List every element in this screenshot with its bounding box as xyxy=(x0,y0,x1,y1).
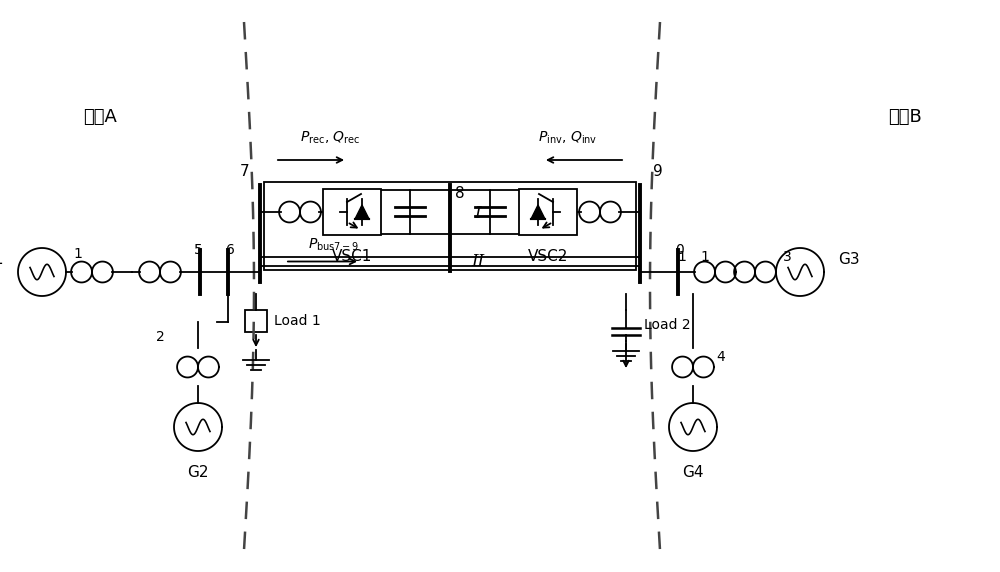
Bar xyxy=(264,182,636,270)
Text: $P_\mathrm{inv}$, $Q_\mathrm{inv}$: $P_\mathrm{inv}$, $Q_\mathrm{inv}$ xyxy=(538,130,597,146)
Text: G2: G2 xyxy=(187,465,209,480)
Text: 6: 6 xyxy=(226,243,234,257)
Text: 区域B: 区域B xyxy=(888,108,922,126)
Text: VSC2: VSC2 xyxy=(528,249,568,264)
Text: Load 2: Load 2 xyxy=(644,318,691,332)
Polygon shape xyxy=(531,205,545,219)
Text: G4: G4 xyxy=(682,465,704,480)
Text: $P_\mathrm{rec}$, $Q_\mathrm{rec}$: $P_\mathrm{rec}$, $Q_\mathrm{rec}$ xyxy=(300,130,361,146)
Polygon shape xyxy=(355,205,369,219)
Text: I: I xyxy=(475,205,481,223)
Text: 区域A: 区域A xyxy=(83,108,117,126)
Text: G1: G1 xyxy=(0,252,4,268)
Text: 1: 1 xyxy=(74,247,82,261)
Text: 4: 4 xyxy=(717,350,725,364)
Text: 1: 1 xyxy=(678,250,686,264)
Text: G3: G3 xyxy=(838,252,860,268)
Text: 8: 8 xyxy=(455,186,465,201)
Text: 9: 9 xyxy=(653,165,663,180)
Text: 7: 7 xyxy=(240,165,250,180)
Text: 3: 3 xyxy=(783,250,791,264)
Text: Load 1: Load 1 xyxy=(274,314,321,328)
Text: $P_\mathrm{bus7-9}$: $P_\mathrm{bus7-9}$ xyxy=(308,237,359,253)
Bar xyxy=(323,189,381,235)
Text: 5: 5 xyxy=(194,243,202,257)
Text: 0: 0 xyxy=(676,243,684,257)
Text: VSC1: VSC1 xyxy=(332,249,372,264)
Bar xyxy=(519,189,577,235)
Text: II: II xyxy=(471,253,485,270)
Text: 1: 1 xyxy=(701,250,709,264)
Text: 2: 2 xyxy=(156,330,164,344)
Bar xyxy=(245,310,267,332)
